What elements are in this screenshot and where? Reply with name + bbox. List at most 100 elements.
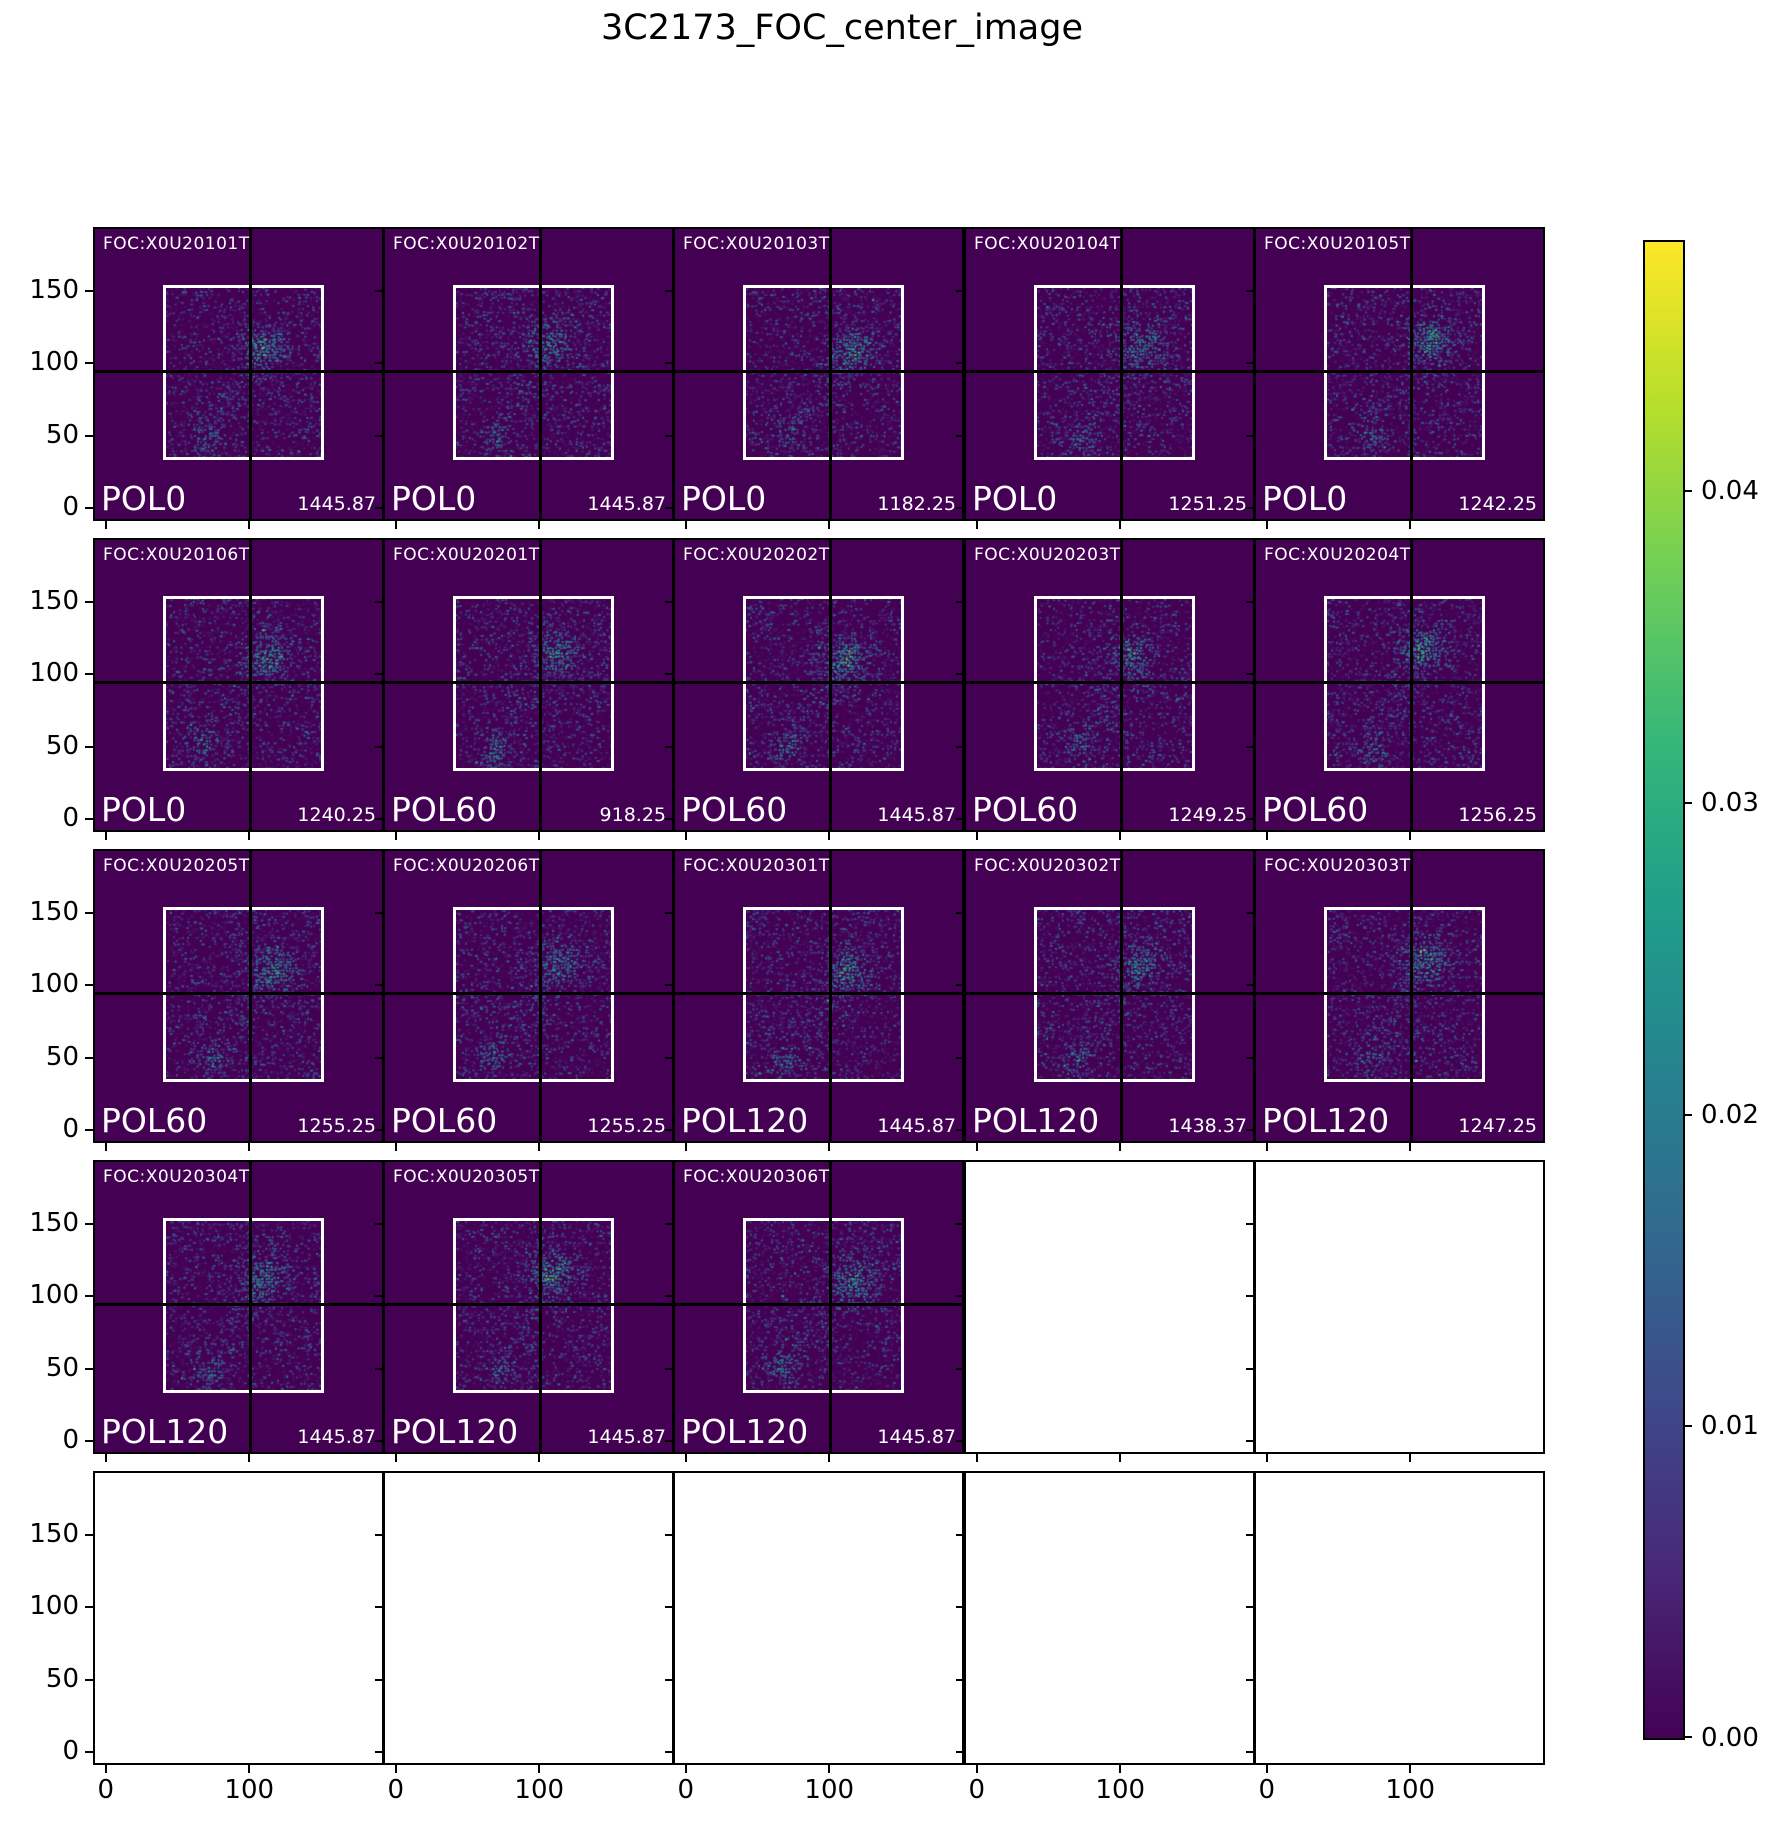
foc-id-label: FOC:X0U20304T xyxy=(103,1167,250,1187)
tick-mark xyxy=(1246,673,1254,676)
foc-id-label: FOC:X0U20202T xyxy=(683,545,830,565)
tick-mark xyxy=(85,745,93,748)
polarizer-label: POL60 xyxy=(391,1101,498,1140)
panel-X0U20103T: FOC:X0U20103T POL0 1182.25 xyxy=(665,227,964,529)
exposure-value: 1255.25 xyxy=(297,1115,376,1137)
y-tick-label: 50 xyxy=(45,419,79,450)
y-tick-label: 150 xyxy=(29,896,79,927)
tick-mark xyxy=(665,600,673,603)
foc-id-label: FOC:X0U20203T xyxy=(974,545,1121,565)
noise-image xyxy=(385,1162,672,1452)
crosshair-horizontal-line xyxy=(966,370,1253,373)
tick-mark xyxy=(85,289,93,292)
foc-id-label: FOC:X0U20102T xyxy=(393,234,540,254)
polarizer-label: POL0 xyxy=(972,479,1058,518)
crosshair-vertical-line xyxy=(539,851,542,1141)
colorbar-tick-mark xyxy=(1683,490,1692,493)
crosshair-horizontal-line xyxy=(385,1303,672,1306)
tick-mark xyxy=(1246,1606,1254,1609)
colorbar-tick-label: 0.04 xyxy=(1701,476,1759,507)
tick-mark xyxy=(85,1367,93,1370)
crosshair-horizontal-line xyxy=(95,992,382,995)
tick-mark xyxy=(375,1751,383,1754)
y-tick-label: 150 xyxy=(29,585,79,616)
tick-mark xyxy=(956,1056,964,1059)
tick-mark xyxy=(85,362,93,365)
colorbar-tick-label: 0.01 xyxy=(1701,1411,1759,1442)
tick-mark xyxy=(1409,1143,1412,1151)
crosshair-vertical-line xyxy=(829,229,832,519)
tick-mark xyxy=(375,745,383,748)
foc-id-label: FOC:X0U20206T xyxy=(393,856,540,876)
crosshair-vertical-line xyxy=(1120,851,1123,1141)
tick-mark xyxy=(1246,600,1254,603)
foc-id-label: FOC:X0U20205T xyxy=(103,856,250,876)
exposure-value: 918.25 xyxy=(599,804,666,826)
panel-X0U20102T: FOC:X0U20102T POL0 1445.87 xyxy=(375,227,674,529)
tick-mark xyxy=(665,289,673,292)
crosshair-vertical-line xyxy=(539,229,542,519)
tick-mark xyxy=(248,521,251,529)
tick-mark xyxy=(1265,1143,1268,1151)
y-tick-label: 50 xyxy=(45,1663,79,1694)
foc-id-label: FOC:X0U20104T xyxy=(974,234,1121,254)
tick-mark xyxy=(104,1765,107,1773)
tick-mark xyxy=(956,1678,964,1681)
empty-panel xyxy=(956,1160,1255,1462)
tick-mark xyxy=(956,1222,964,1225)
tick-mark xyxy=(85,507,93,510)
panel-X0U20302T: FOC:X0U20302T POL120 1438.37 xyxy=(956,849,1255,1151)
noise-image xyxy=(675,229,962,519)
crosshair-horizontal-line xyxy=(966,681,1253,684)
foc-id-label: FOC:X0U20204T xyxy=(1264,545,1411,565)
panel-X0U20306T: FOC:X0U20306T POL120 1445.87 xyxy=(665,1160,964,1462)
exposure-value: 1445.87 xyxy=(297,493,376,515)
panel-X0U20101T: FOC:X0U20101T POL0 1445.87 0 50 100 150 xyxy=(29,227,384,529)
tick-mark xyxy=(975,521,978,529)
tick-mark xyxy=(975,832,978,840)
tick-mark xyxy=(85,1606,93,1609)
x-tick-label: 100 xyxy=(224,1775,275,1805)
crosshair-horizontal-line xyxy=(675,992,962,995)
noise-image xyxy=(95,1162,382,1452)
noise-image xyxy=(385,540,672,830)
tick-mark xyxy=(375,673,383,676)
exposure-value: 1256.25 xyxy=(1458,804,1537,826)
tick-mark xyxy=(1246,1533,1254,1536)
y-tick-label: 150 xyxy=(29,1518,79,1549)
tick-mark xyxy=(375,1367,383,1370)
tick-mark xyxy=(956,818,964,821)
tick-mark xyxy=(828,1765,831,1773)
noise-image xyxy=(675,540,962,830)
tick-mark xyxy=(85,673,93,676)
x-tick-label: 100 xyxy=(1385,1775,1436,1805)
tick-mark xyxy=(956,1295,964,1298)
y-tick-label: 100 xyxy=(29,969,79,1000)
noise-image xyxy=(1256,540,1543,830)
tick-mark xyxy=(665,984,673,987)
x-tick-label: 0 xyxy=(968,1775,986,1805)
crosshair-vertical-line xyxy=(1410,229,1413,519)
tick-mark xyxy=(85,1222,93,1225)
polarizer-label: POL120 xyxy=(391,1412,519,1451)
crosshair-vertical-line xyxy=(249,229,252,519)
x-tick-label: 0 xyxy=(97,1775,115,1805)
tick-mark xyxy=(1265,1765,1268,1773)
polarizer-label: POL60 xyxy=(1262,790,1369,829)
exposure-value: 1445.87 xyxy=(297,1426,376,1448)
tick-mark xyxy=(248,1765,251,1773)
tick-mark xyxy=(665,507,673,510)
tick-mark xyxy=(538,832,541,840)
foc-id-label: FOC:X0U20301T xyxy=(683,856,830,876)
colorbar-tick-label: 0.00 xyxy=(1701,1723,1759,1753)
crosshair-horizontal-line xyxy=(675,681,962,684)
polarizer-label: POL60 xyxy=(391,790,498,829)
tick-mark xyxy=(85,1295,93,1298)
empty-panel: 0 50 100 150 0 100 xyxy=(29,1471,384,1805)
y-tick-label: 0 xyxy=(62,492,79,523)
tick-mark xyxy=(1246,289,1254,292)
y-tick-label: 0 xyxy=(62,1736,79,1767)
tick-mark xyxy=(375,1129,383,1132)
empty-panel: 0 100 xyxy=(375,1471,674,1805)
foc-id-label: FOC:X0U20305T xyxy=(393,1167,540,1187)
